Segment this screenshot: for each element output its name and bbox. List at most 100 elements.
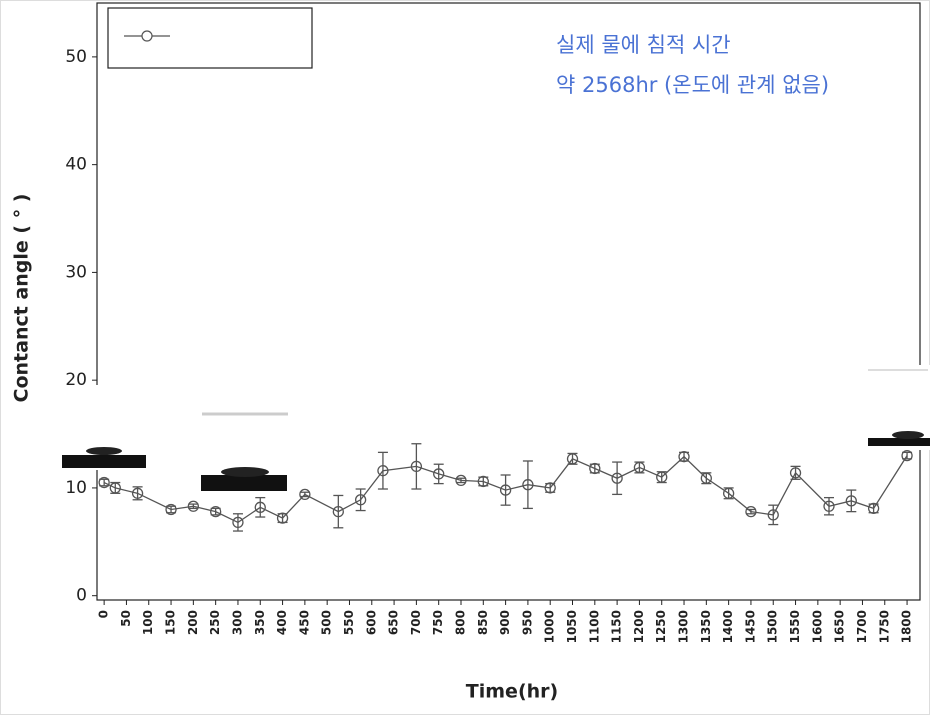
- x-tick-label: 1550: [788, 610, 802, 643]
- data-point: [522, 479, 534, 491]
- x-tick-label: 550: [342, 610, 356, 635]
- x-tick-label: 850: [476, 610, 490, 635]
- data-point: [499, 484, 512, 496]
- error-bar: [902, 451, 913, 460]
- y-axis-label: Contanct angle ( ° ): [11, 194, 33, 403]
- data-point: [276, 512, 289, 524]
- error-bar: [768, 504, 779, 526]
- x-tick-label: 1600: [810, 610, 824, 643]
- data-point: [232, 516, 244, 529]
- error-bar: [790, 465, 801, 480]
- data-point: [109, 482, 121, 494]
- substrate: [62, 455, 146, 468]
- x-tick-label: 450: [297, 610, 311, 635]
- x-tick-label: 1100: [587, 610, 601, 643]
- error-bar: [232, 513, 243, 532]
- legend-marker: [141, 30, 153, 42]
- data-point: [410, 460, 423, 473]
- data-point: [700, 472, 712, 484]
- y-tick-label: 40: [65, 155, 87, 175]
- droplet: [86, 447, 122, 455]
- data-point: [901, 449, 913, 462]
- x-tick-label: 0: [97, 610, 111, 618]
- x-tick-label: 1150: [610, 610, 624, 643]
- droplet-image: [200, 400, 290, 495]
- x-tick-label: 900: [498, 610, 512, 635]
- x-tick-label: 750: [431, 610, 445, 635]
- x-tick-label: 1800: [900, 610, 914, 643]
- x-tick-label: 1200: [632, 610, 646, 643]
- x-tick-label: 250: [208, 610, 222, 635]
- data-point: [678, 451, 690, 463]
- error-bar: [333, 494, 344, 529]
- error-bar: [612, 461, 623, 496]
- droplet: [892, 431, 924, 439]
- x-tick-label: 350: [253, 610, 267, 635]
- data-point: [633, 461, 646, 474]
- y-tick-label: 20: [65, 370, 87, 390]
- data-point: [98, 476, 110, 489]
- substrate: [201, 475, 287, 491]
- data-point: [745, 505, 757, 518]
- x-tick-label: 1350: [699, 610, 713, 643]
- data-point: [722, 487, 735, 499]
- data-point: [544, 482, 556, 494]
- x-tick-label: 1750: [877, 610, 891, 643]
- x-tick-label: 500: [320, 610, 334, 635]
- error-bar: [500, 474, 511, 506]
- error-bar: [846, 489, 857, 513]
- data-point: [332, 505, 344, 518]
- x-tick-label: 1700: [855, 610, 869, 643]
- error-bar: [824, 496, 835, 516]
- y-tick-label: 50: [65, 47, 87, 67]
- error-bar: [132, 486, 143, 501]
- data-point: [477, 475, 489, 488]
- annotation: 약 2568hr (온도에 관계 없음): [556, 73, 829, 97]
- x-tick-label: 150: [164, 610, 178, 635]
- data-point: [377, 465, 389, 477]
- x-tick-label: 700: [409, 610, 423, 635]
- plot-frame: [96, 2, 921, 601]
- x-tick-label: 200: [186, 610, 200, 635]
- x-tick-label: 1000: [543, 610, 557, 643]
- x-tick-label: 1650: [833, 610, 847, 643]
- error-bar: [455, 477, 466, 484]
- x-tick-label: 300: [230, 610, 244, 635]
- data-point: [165, 503, 177, 516]
- data-point: [867, 502, 880, 515]
- droplet: [221, 467, 269, 477]
- data-point: [845, 495, 857, 507]
- data-point: [254, 501, 266, 513]
- x-axis-label: Time(hr): [466, 681, 558, 703]
- y-tick-label: 0: [76, 586, 87, 606]
- data-point: [131, 487, 144, 499]
- x-tick-label: 50: [119, 610, 133, 627]
- x-tick-label: 1450: [743, 610, 757, 643]
- error-bar: [377, 451, 388, 490]
- data-point: [210, 505, 222, 518]
- x-tick-label: 950: [520, 610, 534, 635]
- error-bar: [411, 443, 422, 490]
- y-tick-label: 30: [65, 262, 87, 282]
- x-tick-label: 400: [275, 610, 289, 635]
- data-point: [455, 474, 467, 487]
- data-point: [611, 472, 623, 484]
- data-point: [354, 494, 367, 506]
- data-point: [187, 500, 200, 512]
- error-bar: [522, 460, 533, 510]
- error-bar: [433, 463, 444, 485]
- data-point: [823, 500, 835, 512]
- x-tick-label: 1400: [721, 610, 735, 643]
- x-tick-label: 800: [453, 610, 467, 635]
- x-tick-label: 100: [141, 610, 155, 635]
- droplet-image: [866, 365, 930, 450]
- data-point: [589, 462, 601, 475]
- data-point: [433, 468, 445, 480]
- error-bar: [255, 496, 266, 518]
- x-tick-label: 1500: [766, 610, 780, 643]
- error-bar: [745, 508, 756, 515]
- droplet-image: [60, 385, 150, 470]
